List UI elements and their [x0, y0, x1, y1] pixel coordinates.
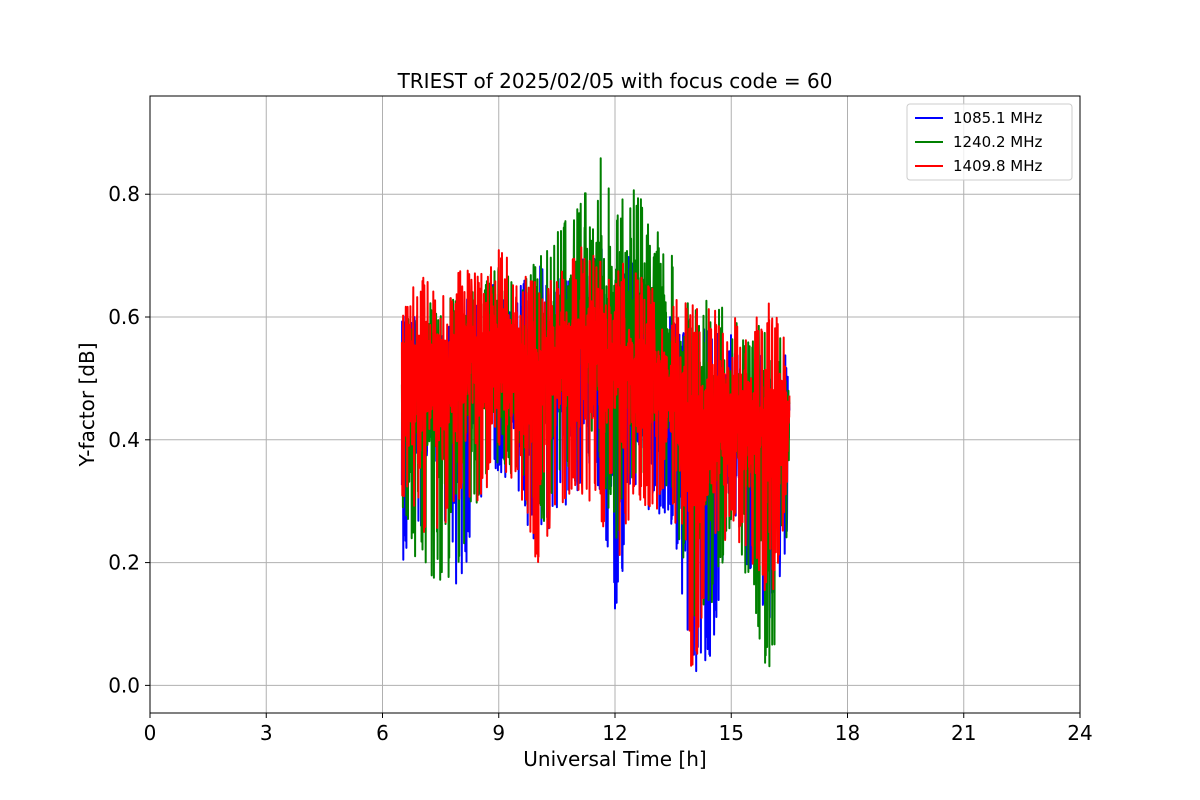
x-tick-label: 24 — [1067, 721, 1092, 745]
legend-label: 1409.8 MHz — [953, 157, 1042, 175]
y-tick-label: 0.0 — [108, 673, 140, 697]
x-tick-label: 15 — [719, 721, 744, 745]
legend-box — [906, 103, 1073, 181]
x-axis-label: Universal Time [h] — [523, 747, 706, 771]
x-tick-label: 0 — [144, 721, 157, 745]
x-tick-label: 6 — [376, 721, 389, 745]
series-layer — [400, 157, 791, 673]
y-tick-label: 0.8 — [108, 182, 140, 206]
x-tick-label: 21 — [951, 721, 976, 745]
x-tick-label: 9 — [492, 721, 505, 745]
y-axis-label: Y-factor [dB] — [75, 342, 99, 467]
x-tick-label: 18 — [835, 721, 860, 745]
ticks-layer: 0 3 6 9 12 15 18 21 24 0.0 0.2 0.4 0.6 0.8 — [108, 182, 1093, 745]
y-tick-label: 0.4 — [108, 428, 140, 452]
chart-title: TRIEST of 2025/02/05 with focus code = 6… — [397, 69, 833, 93]
x-tick-label: 12 — [602, 721, 627, 745]
series-line-2 — [400, 246, 791, 667]
y-tick-label: 0.2 — [108, 551, 140, 575]
x-tick-label: 3 — [260, 721, 273, 745]
y-tick-label: 0.6 — [108, 305, 140, 329]
legend-label: 1240.2 MHz — [953, 133, 1042, 151]
legend: 1085.1 MHz 1240.2 MHz 1409.8 MHz — [906, 103, 1073, 181]
legend-label: 1085.1 MHz — [953, 109, 1042, 127]
